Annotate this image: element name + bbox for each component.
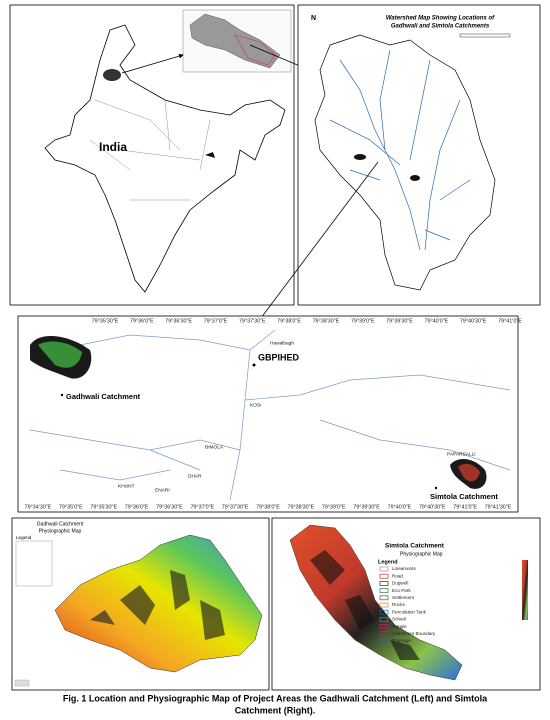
coordinate-label: 79°38'30"E xyxy=(313,318,340,324)
legend-label: Road xyxy=(392,573,403,578)
legend-swatch xyxy=(379,631,389,637)
coordinate-label: 79°41'0"E xyxy=(498,318,522,324)
coordinate-label: 79°37'30"E xyxy=(222,504,249,510)
location-panel: GBPIHED Gadhwali Catchment Simtola Catch… xyxy=(17,315,522,513)
catchment-label: Simtola Catchment xyxy=(430,492,498,501)
coordinate-label: 79°36'0"E xyxy=(125,504,149,510)
legend-label: Drainage xyxy=(392,638,411,643)
coordinate-label: 79°38'30"E xyxy=(288,504,315,510)
place-label: KHUNT xyxy=(118,483,135,489)
legend: Lineaments Road Dugwell Eco Park Settlement R… xyxy=(379,566,436,644)
coordinate-label: 79°39'30"E xyxy=(353,504,380,510)
place-label: PAPARSALLI xyxy=(447,451,476,457)
legend-swatch xyxy=(379,573,389,579)
coordinate-label: 79°35'30"E xyxy=(90,504,117,510)
coordinate-label: 79°36'0"E xyxy=(130,318,154,324)
coordinate-label: 79°35'30"E xyxy=(92,318,119,324)
legend-label: Temple xyxy=(392,624,407,629)
coordinate-label: 79°41'0"E xyxy=(453,504,477,510)
india-label: India xyxy=(99,140,127,154)
place-label: DHAR xyxy=(188,473,202,479)
place-label: ENARI xyxy=(155,487,170,493)
coordinate-label: 79°39'30"E xyxy=(386,318,413,324)
legend-swatch xyxy=(379,566,389,572)
map-title: Simtola Catchment xyxy=(385,543,445,550)
caption: Catchment (Right). xyxy=(235,705,316,715)
place-label: KOSI xyxy=(250,402,261,408)
legend-title: Legend xyxy=(16,535,32,540)
legend-swatch xyxy=(379,581,389,586)
india-outline xyxy=(44,24,286,293)
legend-swatch xyxy=(379,617,389,622)
legend-swatch xyxy=(379,602,389,608)
coordinate-label: 79°37'0"E xyxy=(190,504,214,510)
place-label: Hawalbagh xyxy=(270,340,294,346)
watershed-title: Gadhwali and Simtola Catchments xyxy=(391,24,490,30)
coordinate-label: 79°36'30"E xyxy=(165,318,192,324)
place-label: BIMOLA xyxy=(205,444,224,450)
gadhwali-panel: Gadhwali Catchment Physiographic Map Leg… xyxy=(11,517,270,691)
north-arrow: N xyxy=(311,15,316,22)
coordinate-label: 79°38'0"E xyxy=(277,318,301,324)
india-panel: India xyxy=(9,4,346,306)
institute-label: GBPIHED xyxy=(258,352,300,362)
legend-label: Lineaments xyxy=(392,566,416,571)
legend-swatch xyxy=(379,638,389,644)
coordinate-label: 79°35'0"E xyxy=(59,504,83,510)
coordinate-label: 79°39'0"E xyxy=(351,318,375,324)
watershed-panel: N Watershed Map Showing Locations of Gad… xyxy=(257,4,541,323)
map-subtitle: Physiographic Map xyxy=(400,551,443,557)
legend-label: School xyxy=(392,617,406,622)
watershed-outline xyxy=(314,34,496,291)
coordinate-label: 79°41'30"E xyxy=(485,504,512,510)
watershed-title: Watershed Map Showing Locations of xyxy=(386,16,495,22)
simtola-panel: Simtola Catchment Physiographic Map Lege… xyxy=(271,517,541,691)
legend-swatch xyxy=(379,609,389,615)
coordinate-label: 79°40'0"E xyxy=(425,318,449,324)
map-title: Gadhwali Catchment xyxy=(37,521,84,527)
coordinate-label: 79°36'30"E xyxy=(156,504,183,510)
legend-label: Catchment Boundary xyxy=(392,631,436,636)
coordinate-label: 79°40'30"E xyxy=(419,504,446,510)
coordinate-label: 79°37'0"E xyxy=(204,318,228,324)
legend-label: Dugwell xyxy=(392,581,408,586)
legend-title: Legend xyxy=(378,559,398,565)
legend-label: Eco Park xyxy=(392,588,411,593)
map-subtitle: Physiographic Map xyxy=(39,528,82,534)
legend-label: Percolation Tank xyxy=(392,609,427,614)
coordinate-label: 79°40'30"E xyxy=(460,318,487,324)
catchment-label: Gadhwali Catchment xyxy=(66,392,141,401)
legend-swatch xyxy=(379,588,389,593)
legend-swatch xyxy=(379,595,389,601)
coordinate-label: 79°39'0"E xyxy=(322,504,346,510)
uttarakhand xyxy=(103,69,121,81)
coordinate-label: 79°40'0"E xyxy=(388,504,412,510)
coordinate-label: 79°37'30"E xyxy=(239,318,266,324)
caption: Fig. 1 Location and Physiographic Map of… xyxy=(63,693,488,703)
legend-label: Settlement xyxy=(392,595,415,600)
coordinate-label: 79°34'30"E xyxy=(25,504,52,510)
legend-label: Rocks xyxy=(392,602,405,607)
coordinate-label: 79°38'0"E xyxy=(256,504,280,510)
legend-swatch xyxy=(379,624,389,629)
